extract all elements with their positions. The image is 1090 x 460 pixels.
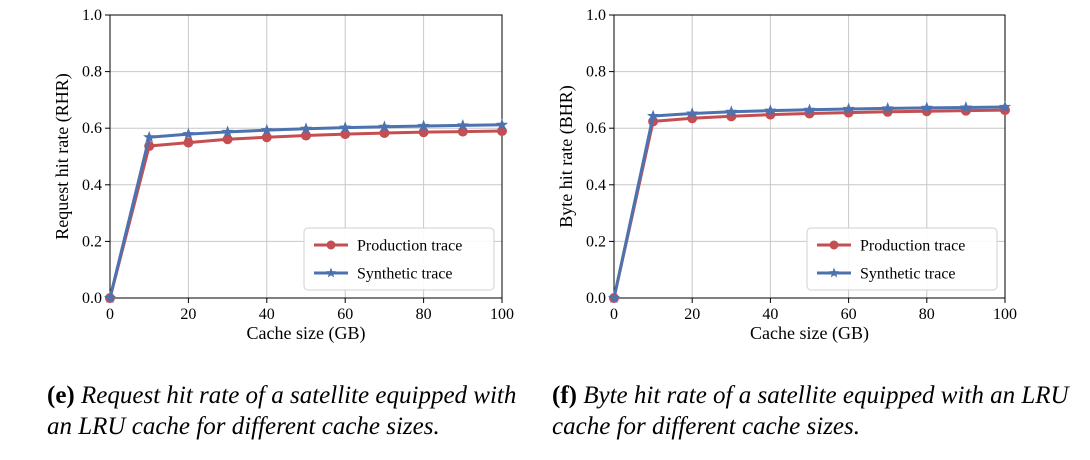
chart-byte-hit-rate: 0 20 40 60 80 100 0.0 0.2 0.4 0.6 0.8 1.0 Cache size…: [556, 7, 1017, 344]
plot-frame: [109, 14, 503, 299]
x-tick-label: 20: [180, 306, 196, 323]
data-point-synthetic: [803, 103, 816, 115]
plot-frame: [613, 14, 1006, 299]
x-tick-label: 100: [993, 306, 1017, 323]
y-tick-label: 0.6: [586, 120, 606, 137]
x-tick-label: 100: [490, 306, 514, 323]
legend-label: Synthetic trace: [860, 266, 956, 283]
data-point-synthetic: [182, 127, 195, 140]
x-tick-label: 40: [762, 306, 778, 323]
caption-f-tag: (f): [552, 382, 577, 409]
data-point-synthetic: [842, 102, 855, 115]
data-point-synthetic: [920, 101, 933, 113]
y-tick-label: 0.2: [586, 233, 606, 250]
x-tick-label: 80: [416, 306, 432, 323]
data-point-synthetic: [299, 122, 313, 134]
x-tick-label: 20: [684, 306, 700, 323]
data-point-synthetic: [260, 123, 273, 136]
data-point-synthetic: [686, 107, 699, 119]
x-tick-label: 0: [610, 306, 618, 323]
legend-marker-circle: [829, 240, 839, 250]
y-axis-label: Request hit rate (RHR): [52, 73, 73, 239]
x-tick-label: 0: [106, 306, 114, 323]
y-tick-label: 0.4: [586, 177, 606, 194]
data-point-synthetic: [103, 291, 117, 304]
data-point-synthetic: [143, 130, 156, 143]
legend-marker-star: [325, 267, 337, 278]
y-tick-label: 1.0: [82, 7, 102, 24]
data-point-synthetic: [998, 100, 1012, 113]
caption-e-tag: (e): [47, 382, 75, 409]
charts-canvas: 0 20 40 60 80 100 0.0 0.2 0.4 0.6 0.8 1.0 Cache size…: [52, 7, 1017, 344]
caption-e: (e) Request hit rate of a satellite equi…: [47, 380, 547, 442]
y-tick-label: 1.0: [586, 7, 606, 24]
caption-f-text: Byte hit rate of a satellite equipped wi…: [552, 382, 1069, 440]
y-tick-label: 0.0: [586, 290, 606, 307]
data-point-synthetic: [417, 119, 430, 132]
x-tick-label: 80: [919, 306, 935, 323]
y-tick-label: 0.6: [82, 120, 102, 137]
data-point-synthetic: [495, 118, 509, 130]
legend-marker-star: [828, 267, 840, 278]
chart-request-hit-rate: 0 20 40 60 80 100 0.0 0.2 0.4 0.6 0.8 1.0 Cache size…: [52, 7, 514, 344]
y-tick-label: 0.8: [82, 64, 102, 81]
data-point-synthetic: [881, 102, 894, 114]
x-tick-label: 60: [841, 306, 857, 323]
y-tick-label: 0.4: [82, 177, 102, 194]
legend-label: Production trace: [357, 238, 462, 255]
data-point-synthetic: [959, 101, 972, 113]
data-point-synthetic: [647, 109, 660, 122]
x-axis-label: Cache size (GB): [247, 323, 366, 344]
x-axis-label: Cache size (GB): [750, 323, 869, 344]
data-point-synthetic: [764, 104, 777, 116]
data-point-synthetic: [339, 121, 352, 133]
x-tick-label: 40: [259, 306, 275, 323]
y-tick-label: 0.0: [82, 290, 102, 307]
legend-marker-circle: [326, 240, 336, 250]
data-point-synthetic: [456, 119, 469, 131]
y-axis-label: Byte hit rate (BHR): [556, 85, 577, 227]
legend-box: [806, 227, 998, 291]
data-point-synthetic: [725, 105, 738, 117]
x-tick-label: 60: [337, 306, 353, 323]
y-tick-label: 0.2: [82, 233, 102, 250]
legend-box: [303, 227, 495, 291]
y-tick-label: 0.8: [586, 64, 606, 81]
legend-label: Synthetic trace: [357, 266, 453, 283]
legend-label: Production trace: [860, 238, 965, 255]
caption-e-text: Request hit rate of a satellite equipped…: [47, 382, 517, 440]
data-point-synthetic: [221, 125, 234, 138]
data-point-production: [183, 137, 194, 148]
data-point-synthetic: [607, 291, 621, 304]
data-point-production: [222, 134, 233, 145]
caption-f: (f) Byte hit rate of a satellite equippe…: [552, 380, 1072, 442]
data-point-synthetic: [378, 120, 391, 132]
